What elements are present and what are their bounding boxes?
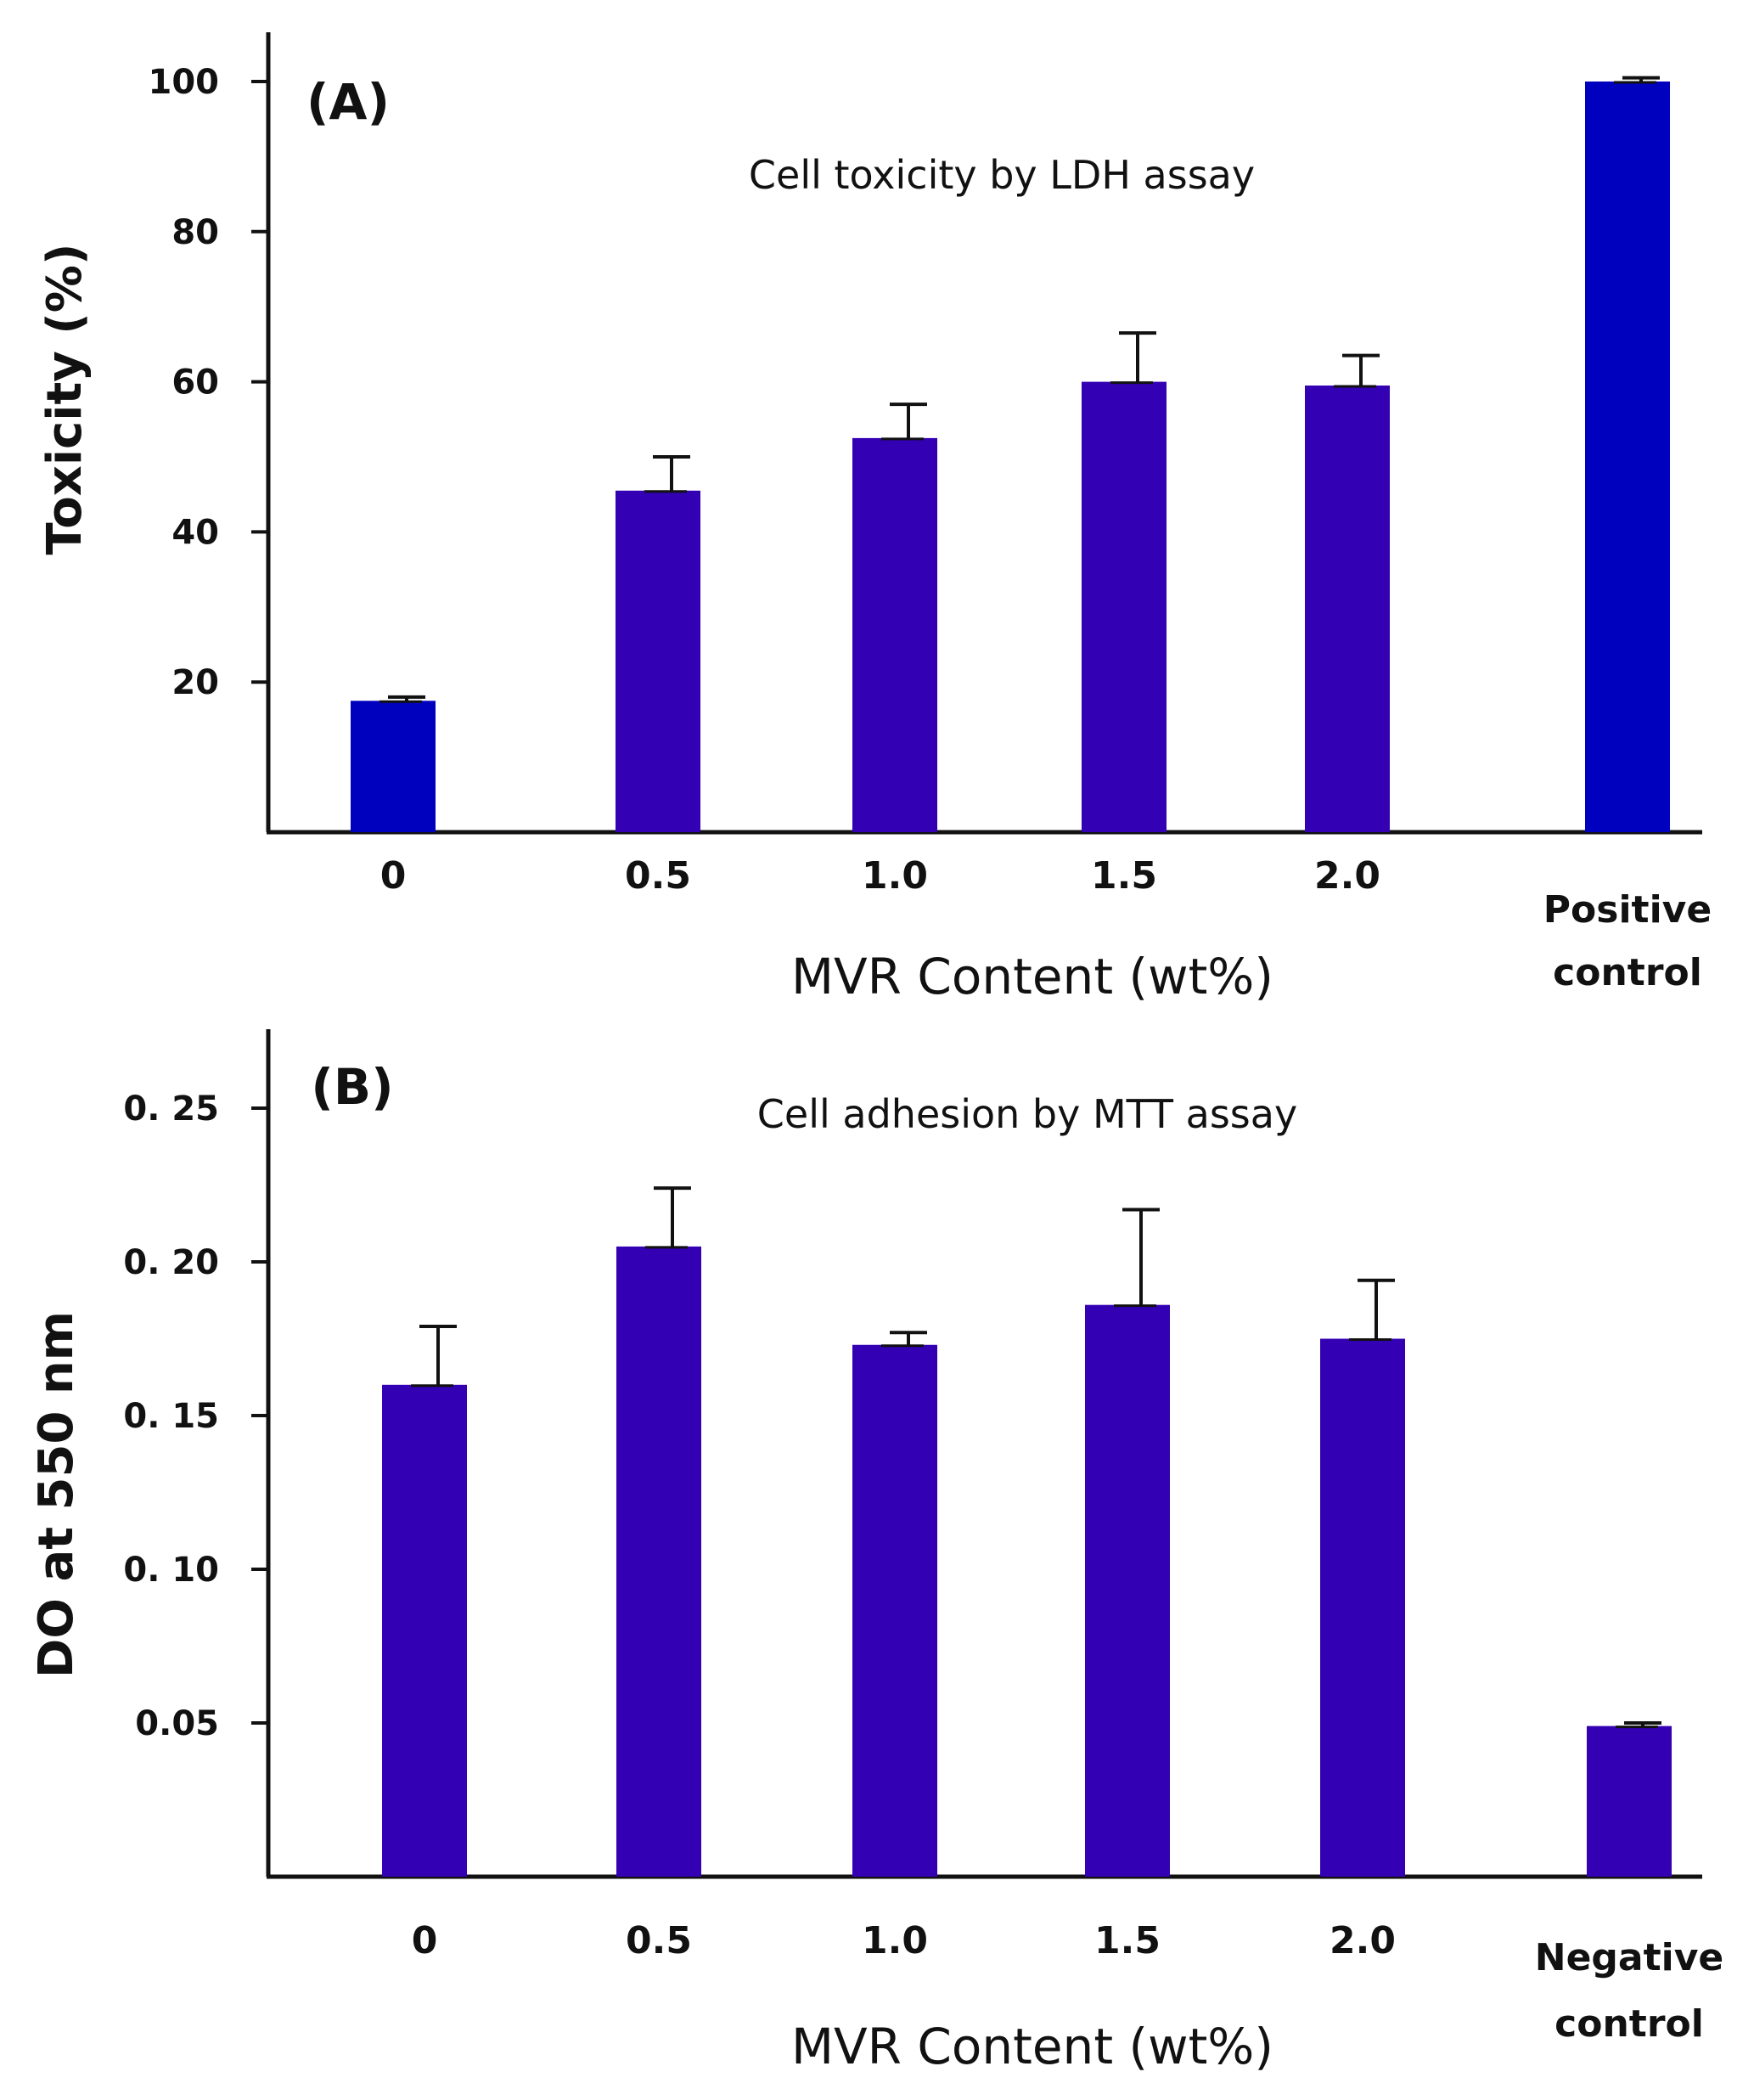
y-axis-label: Toxicity (%) [37,243,93,555]
category-label: 1.0 [862,854,928,898]
y-tick-label: 0.05 [135,1704,219,1743]
bar [351,701,436,832]
y-axis-label: DO at 550 nm [29,1311,84,1678]
y-tick-label: 100 [149,63,220,102]
y-tick-label: 0. 15 [123,1397,219,1436]
category-label-line2: control [1554,2002,1704,2046]
x-axis-label: MVR Content (wt%) [791,948,1273,1005]
y-tick-label: 0. 20 [123,1243,219,1282]
category-label: 0.5 [625,854,691,898]
bar [1305,386,1390,832]
y-tick-label: 60 [171,363,219,403]
y-tick-label: 0. 25 [123,1089,219,1129]
y-tick-label: 40 [171,513,219,552]
category-label: 2.0 [1330,1919,1396,1962]
x-axis-label: MVR Content (wt%) [791,2018,1273,2075]
category-label-line1: Negative [1535,1936,1724,1979]
panel-label: (A) [306,73,390,131]
bar [382,1384,467,1877]
panel-a: 20 40 60 80 100 0 0.5 1.0 1.5 2.0 Positive control (… [37,32,1712,1005]
bar [852,437,937,832]
bar [616,490,700,832]
bar [616,1246,701,1877]
category-label: 2.0 [1314,854,1380,898]
bar [1082,381,1167,833]
category-label: 1.5 [1094,1919,1161,1962]
chart-title: Cell adhesion by MTT assay [757,1091,1297,1137]
bar [1085,1304,1170,1877]
chart-title: Cell toxicity by LDH assay [749,152,1255,198]
y-tick-label: 80 [171,213,219,252]
bar [852,1344,937,1877]
category-label-line2: control [1553,951,1702,994]
category-label: 0 [380,854,407,898]
panel-label: (B) [311,1058,393,1116]
bar [1585,82,1670,832]
category-label-line1: Positive [1543,888,1712,932]
y-tick-label: 20 [171,663,219,702]
category-label: 0 [412,1919,438,1962]
y-tick-label: 0. 10 [123,1551,219,1590]
bar [1320,1338,1405,1877]
category-label: 1.0 [862,1919,928,1962]
category-label: 0.5 [626,1919,692,1962]
panel-b: 0.05 0. 10 0. 15 0. 20 0. 25 0 0.5 1.0 1.5 2.0 Neg… [29,1029,1723,2075]
bar [1587,1726,1672,1877]
category-label: 1.5 [1091,854,1157,898]
